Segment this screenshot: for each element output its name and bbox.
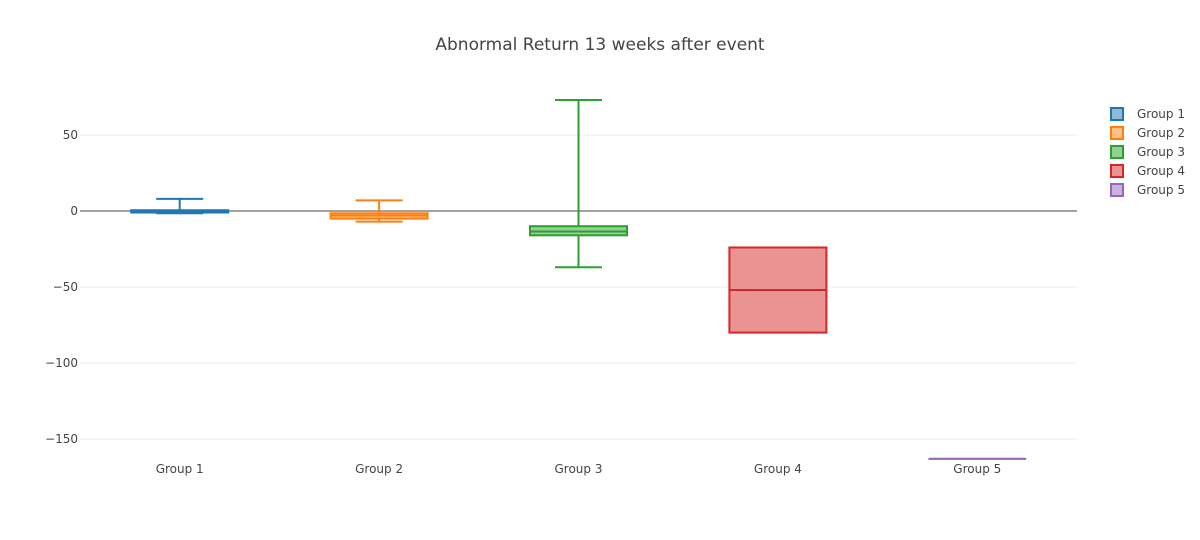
box-3 (529, 99, 628, 269)
legend-label: Group 5 (1137, 183, 1185, 197)
grid-layer (80, 134, 1077, 440)
box-2 (329, 199, 429, 223)
y-tick-label: −50 (53, 280, 78, 294)
legend-item-5: Group 5 (1110, 183, 1185, 197)
legend-swatch (1110, 183, 1124, 197)
x-axis-ticks: Group 1 Group 2 Group 3 Group 4 Group 5 (156, 462, 1002, 476)
legend-label: Group 2 (1137, 126, 1185, 140)
x-tick-label: Group 1 (156, 462, 204, 476)
legend-swatch (1110, 107, 1124, 121)
x-tick-label: Group 5 (953, 462, 1001, 476)
y-tick-label: −150 (45, 432, 78, 446)
box-5 (928, 457, 1027, 460)
legend-swatch (1110, 145, 1124, 159)
legend-label: Group 1 (1137, 107, 1185, 121)
legend-label: Group 4 (1137, 164, 1185, 178)
y-tick-label: 50 (63, 128, 78, 142)
box-4 (728, 246, 828, 334)
legend-item-1: Group 1 (1110, 107, 1185, 121)
boxes (130, 99, 1027, 460)
legend: Group 1 Group 2 Group 3 Group 4 Group 5 (1110, 107, 1185, 197)
legend-item-4: Group 4 (1110, 164, 1185, 178)
x-tick-label: Group 2 (355, 462, 403, 476)
legend-item-2: Group 2 (1110, 126, 1185, 140)
x-tick-label: Group 4 (754, 462, 802, 476)
y-tick-label: 0 (70, 204, 78, 218)
y-axis-ticks: 50 0 −50 −100 −150 (45, 128, 78, 446)
box-1 (130, 197, 230, 215)
chart-title: Abnormal Return 13 weeks after event (435, 35, 765, 55)
legend-swatch (1110, 164, 1124, 178)
legend-item-3: Group 3 (1110, 145, 1185, 159)
x-tick-label: Group 3 (555, 462, 603, 476)
legend-swatch (1110, 126, 1124, 140)
y-tick-label: −100 (45, 356, 78, 370)
legend-label: Group 3 (1137, 145, 1185, 159)
